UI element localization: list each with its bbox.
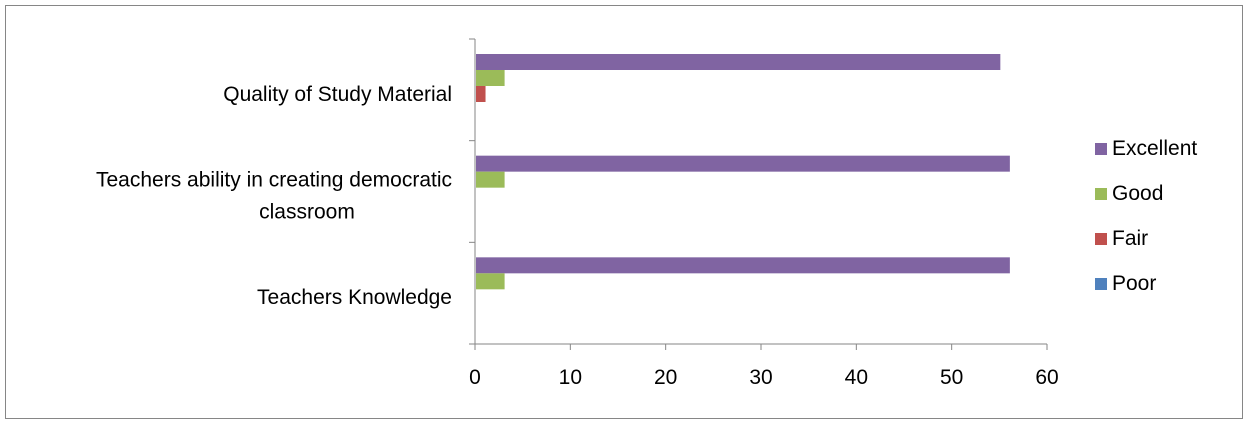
bar-excellent-1 — [476, 155, 1010, 172]
x-tick-label: 40 — [845, 366, 868, 389]
x-tick-label: 0 — [469, 366, 481, 389]
category-label: classroom — [259, 201, 355, 224]
bar-good-0 — [476, 70, 505, 86]
bar-excellent-0 — [476, 54, 1001, 70]
legend-swatch-fair — [1095, 233, 1107, 245]
legend-swatch-poor — [1095, 278, 1107, 290]
bar-good-2 — [476, 273, 505, 290]
category-label: Teachers ability in creating democratic — [96, 169, 452, 192]
legend-label-fair: Fair — [1112, 227, 1148, 250]
x-tick-label: 30 — [749, 366, 772, 389]
x-tick-label: 60 — [1035, 366, 1058, 389]
legend-swatch-good — [1095, 188, 1107, 200]
x-tick-label: 50 — [940, 366, 963, 389]
bar-good-1 — [476, 171, 505, 188]
category-label: Quality of Study Material — [223, 83, 452, 106]
bar-fair-0 — [476, 86, 486, 102]
legend-label-poor: Poor — [1112, 272, 1156, 295]
legend-label-excellent: Excellent — [1112, 137, 1197, 160]
category-label: Teachers Knowledge — [257, 286, 452, 309]
legend-label-good: Good — [1112, 182, 1163, 205]
x-tick-label: 20 — [654, 366, 677, 389]
legend-swatch-excellent — [1095, 143, 1107, 155]
bar-chart: Quality of Study Material Teachers abilit… — [96, 38, 1197, 389]
x-tick-label: 10 — [559, 366, 582, 389]
chart-frame: Quality of Study Material Teachers abilit… — [5, 5, 1243, 419]
bar-excellent-2 — [476, 257, 1010, 274]
